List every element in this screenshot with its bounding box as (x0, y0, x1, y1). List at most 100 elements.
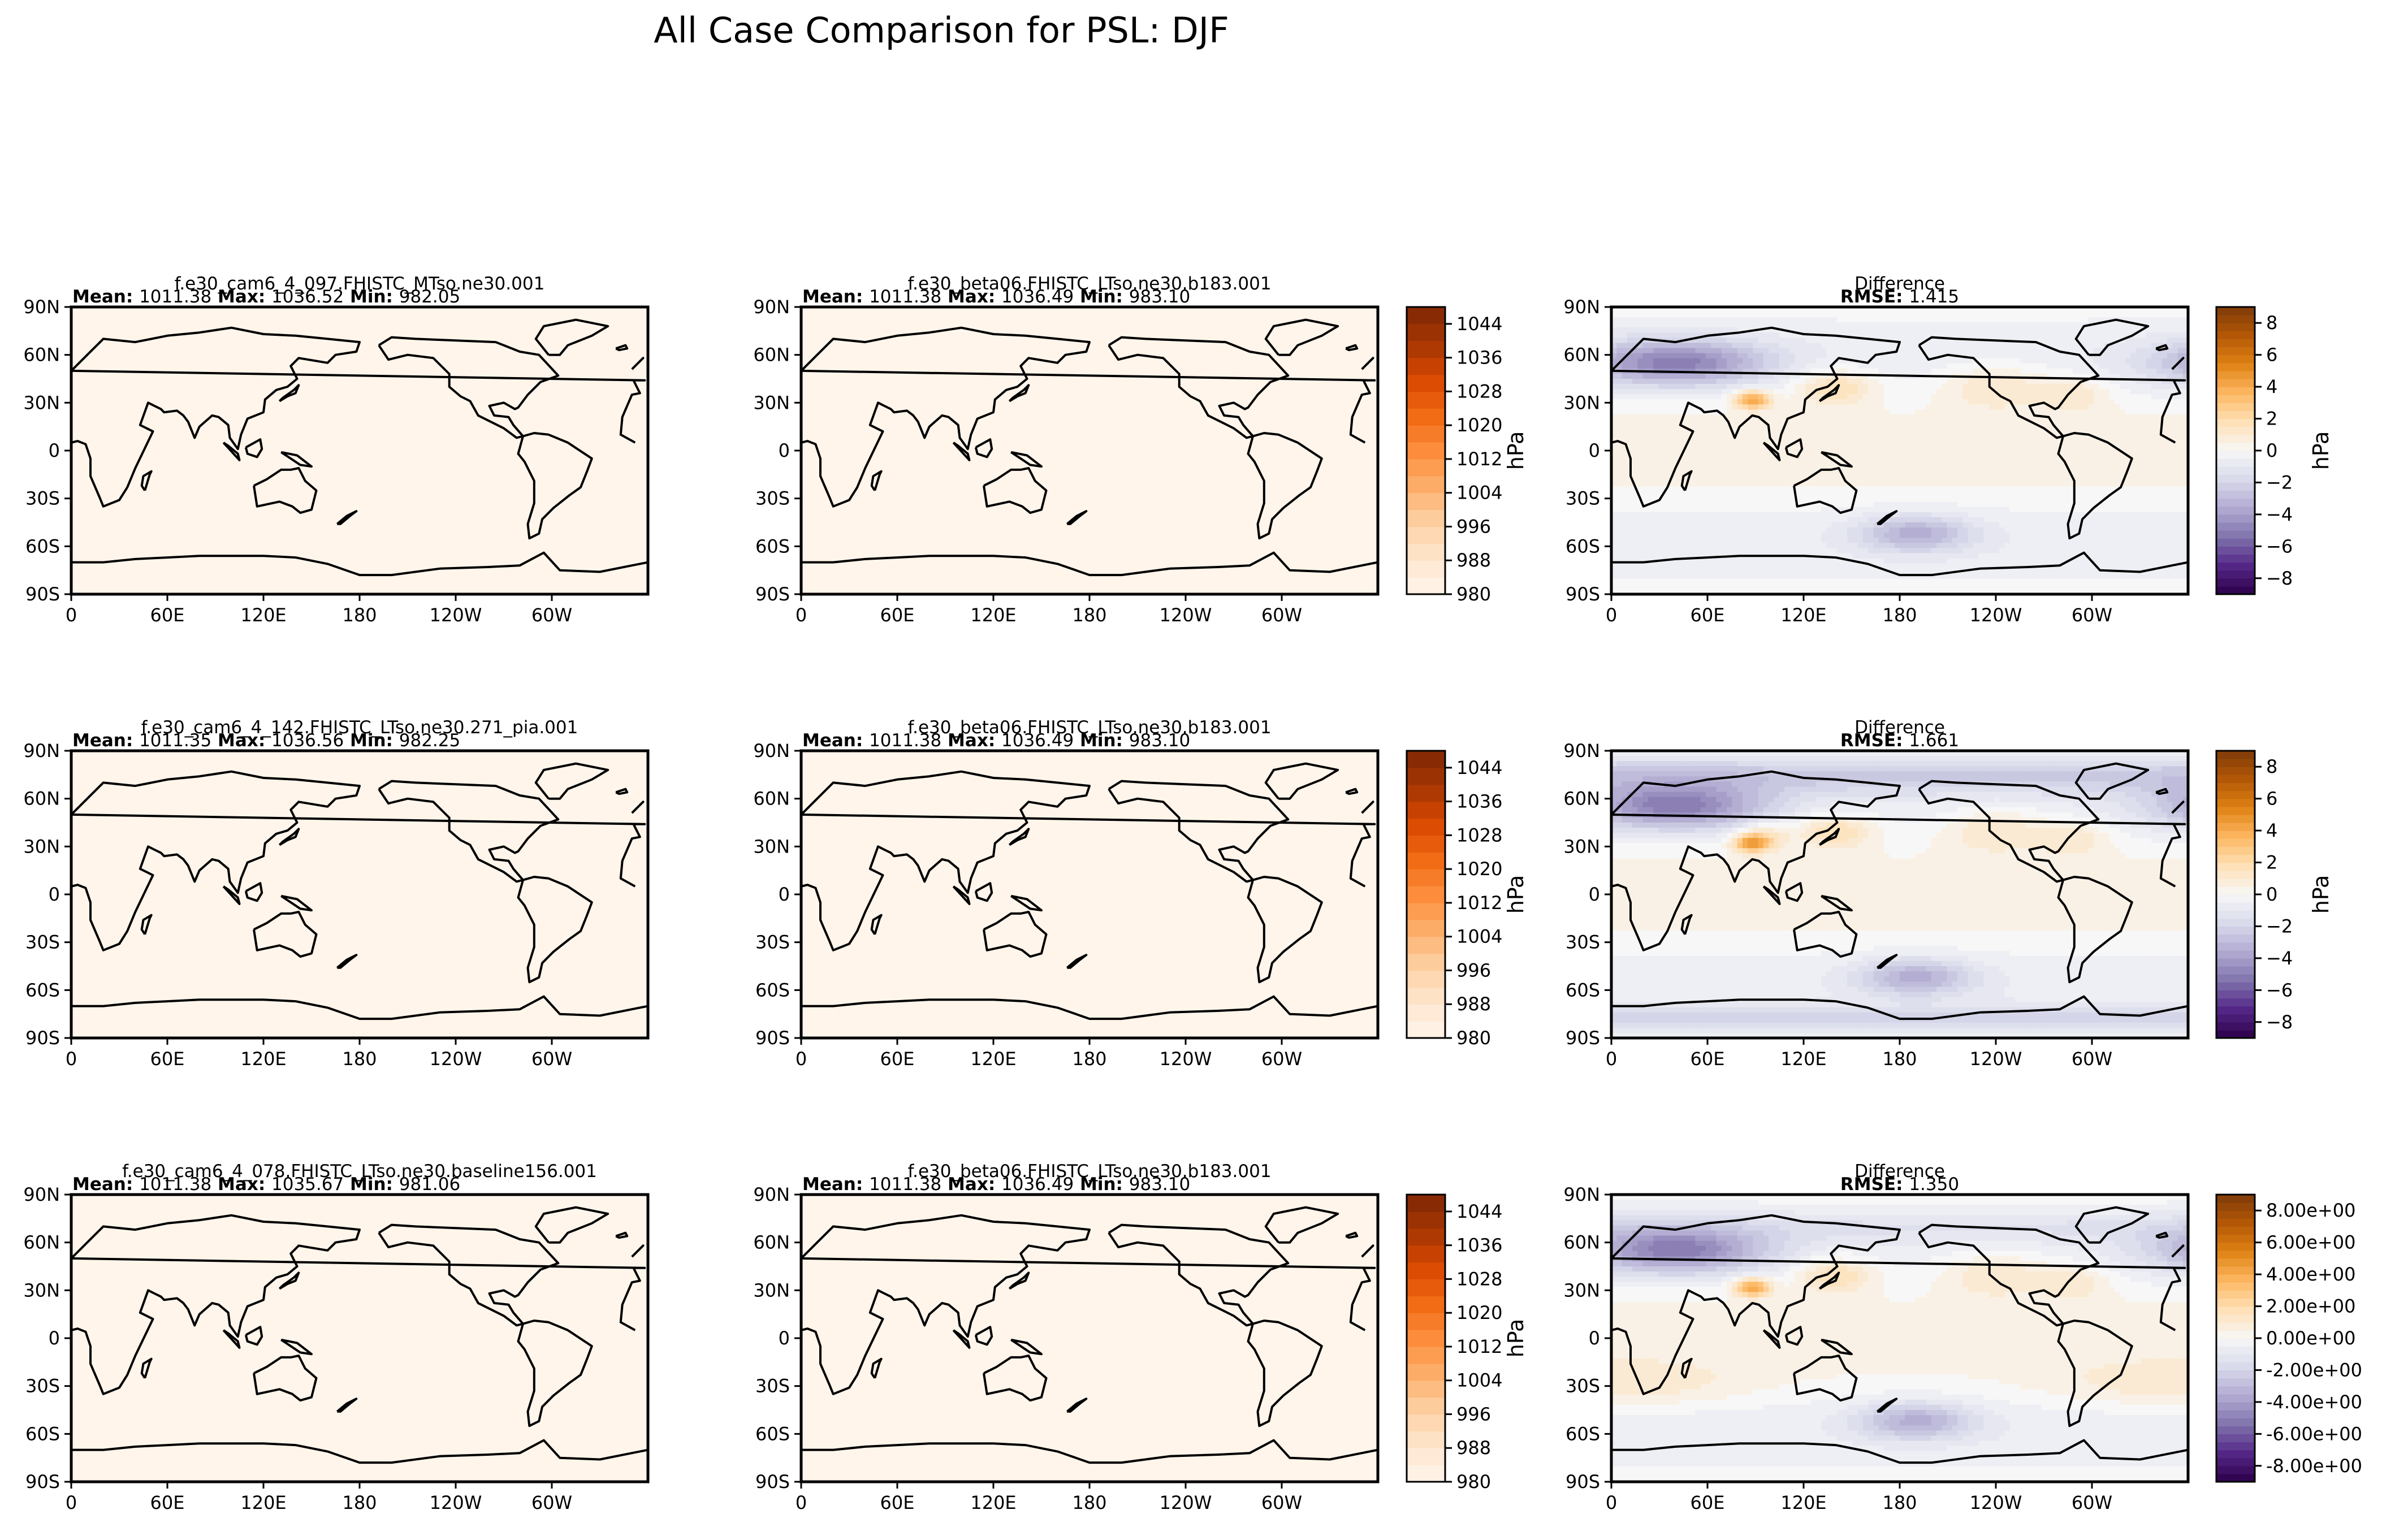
y-tick-label: 0 (49, 1327, 60, 1349)
y-tick-label: 60S (755, 979, 790, 1001)
x-tick-label: 120W (1160, 1048, 1212, 1070)
stat-label: Max: (211, 287, 271, 307)
colorbar-tick-label: 6 (2266, 788, 2277, 810)
y-tick-label: 0 (1589, 1327, 1600, 1349)
colorbar-r1c3: 8 6 4 2 0 −2 −4 −6 −8 hPa (2215, 306, 2333, 595)
y-tick-label: 30S (25, 488, 60, 509)
y-tick-label: 30S (755, 488, 790, 509)
colorbar-label: hPa (2308, 875, 2333, 914)
stat-label: Mean: (802, 1174, 869, 1195)
rmse-value: 1.350 (1909, 1174, 1959, 1195)
y-tick-label: 30S (25, 1375, 60, 1397)
y-tick-label: 90N (1563, 1184, 1600, 1205)
x-tick-label: 60E (880, 604, 915, 626)
coastlines-r1c3 (1611, 318, 2188, 577)
x-tick-label: 60W (2072, 1492, 2112, 1513)
field-r1c2 (801, 307, 1378, 594)
colorbar-tick-label: 8 (2266, 312, 2277, 334)
x-tick-label: 60W (531, 1492, 572, 1513)
colorbar-label: hPa (1503, 875, 1528, 914)
x-tick-label: 60E (880, 1492, 915, 1513)
colorbar-tick-label: 996 (1456, 1403, 1491, 1425)
stat-label: Max: (211, 730, 271, 751)
y-tick-label: 30N (23, 836, 60, 857)
stat-label: Max: (941, 287, 1001, 307)
x-tick-label: 180 (1882, 1492, 1917, 1513)
colorbar-tick-label: 8 (2266, 756, 2277, 777)
coastlines-r3c1 (71, 1206, 648, 1464)
colorbar-tick-label: 0.00e+00 (2266, 1327, 2355, 1349)
x-tick-label: 120W (1970, 1048, 2022, 1070)
x-tick-label: 0 (66, 1492, 77, 1513)
colorbar-tick-label: 2.00e+00 (2266, 1296, 2355, 1317)
colorbar-tick-label: 1028 (1456, 824, 1502, 846)
field-r3c2 (801, 1195, 1378, 1482)
panel-r1c2: 0 60E 120E 180 120W 60W 90N 60N 30N 0 30S 60S 90S f.e… (753, 274, 1528, 626)
stat-value: 1036.49 (1001, 730, 1074, 751)
y-tick-label: 30N (1563, 392, 1600, 413)
rmse-label: RMSE: (1840, 287, 1909, 307)
y-tick-label: 30S (25, 932, 60, 953)
rmse-text: RMSE: 1.661 (1840, 730, 1959, 751)
y-tick-label: 30S (1566, 488, 1600, 509)
x-tick-label: 120E (240, 1048, 286, 1070)
colorbar-tick-label: 1004 (1456, 1370, 1502, 1391)
stat-value: 982.05 (399, 287, 460, 307)
y-tick-label: 60S (25, 535, 60, 557)
x-tick-label: 0 (1606, 604, 1617, 626)
rmse-label: RMSE: (1840, 1174, 1909, 1195)
x-tick-label: 180 (1072, 1048, 1106, 1070)
colorbar-tick-label: 1044 (1456, 1201, 1502, 1222)
stat-label: Min: (1074, 730, 1129, 751)
colorbar-tick-label: 980 (1456, 1027, 1491, 1049)
colorbar-tick-label: -4.00e+00 (2266, 1391, 2362, 1413)
colorbar-tick-label: 1012 (1456, 448, 1502, 470)
stat-value: 1036.49 (1001, 1174, 1074, 1195)
colorbar-tick-label: 4 (2266, 820, 2277, 841)
panel-title: f.e30_beta06.FHISTC_LTso.ne30.b183.001 (907, 717, 1271, 738)
y-tick-label: 60S (25, 1423, 60, 1444)
stat-value: 1011.38 (139, 287, 211, 307)
coastlines-r1c2 (801, 318, 1378, 577)
panel-title: f.e30_cam6_4_142.FHISTC_LTso.ne30.271_pi… (141, 717, 578, 738)
field-r1c3 (1611, 307, 2188, 594)
x-tick-label: 60W (531, 604, 572, 626)
y-tick-label: 90S (755, 1027, 790, 1049)
panel-title: Difference (1854, 717, 1945, 738)
y-tick-label: 30N (1563, 836, 1600, 857)
y-tick-label: 60N (753, 788, 790, 810)
x-tick-label: 120W (430, 604, 482, 626)
panel-title: Difference (1854, 1161, 1945, 1182)
x-tick-label: 60W (1261, 1048, 1302, 1070)
y-tick-label: 90S (25, 1471, 60, 1493)
y-tick-label: 60N (1563, 344, 1600, 366)
stat-label: Max: (211, 1174, 271, 1195)
x-tick-label: 0 (796, 1492, 807, 1513)
x-tick-label: 60E (1691, 604, 1725, 626)
x-tick-label: 180 (342, 604, 377, 626)
figure-title: All Case Comparison for PSL: DJF (654, 10, 1229, 51)
stat-value: 983.10 (1129, 730, 1190, 751)
y-tick-label: 30N (23, 1279, 60, 1301)
y-tick-label: 60N (23, 344, 60, 366)
x-tick-label: 120W (1160, 1492, 1212, 1513)
x-tick-label: 120W (1160, 604, 1212, 626)
x-tick-label: 180 (1882, 1048, 1917, 1070)
x-tick-label: 60W (2072, 604, 2112, 626)
y-tick-label: 0 (779, 884, 790, 905)
colorbar-r1c2: 1044 1036 1028 1020 1012 1004 996 988 980 hPa (1406, 306, 1528, 605)
x-tick-label: 0 (66, 1048, 77, 1070)
x-tick-label: 120W (1970, 1492, 2022, 1513)
colorbar-tick-label: 1020 (1456, 1302, 1502, 1323)
field-r2c1 (71, 751, 648, 1038)
field-r3c3 (1611, 1195, 2188, 1482)
colorbar-tick-label: 1028 (1456, 1268, 1502, 1290)
colorbar-tick-label: 6.00e+00 (2266, 1232, 2355, 1253)
y-tick-label: 60N (1563, 1232, 1600, 1253)
y-tick-label: 0 (49, 440, 60, 461)
y-tick-label: 30S (1566, 1375, 1600, 1397)
stat-value: 1035.67 (271, 1174, 344, 1195)
colorbar-tick-label: 1036 (1456, 791, 1502, 812)
y-tick-label: 60S (1566, 979, 1600, 1001)
x-tick-label: 0 (796, 604, 807, 626)
